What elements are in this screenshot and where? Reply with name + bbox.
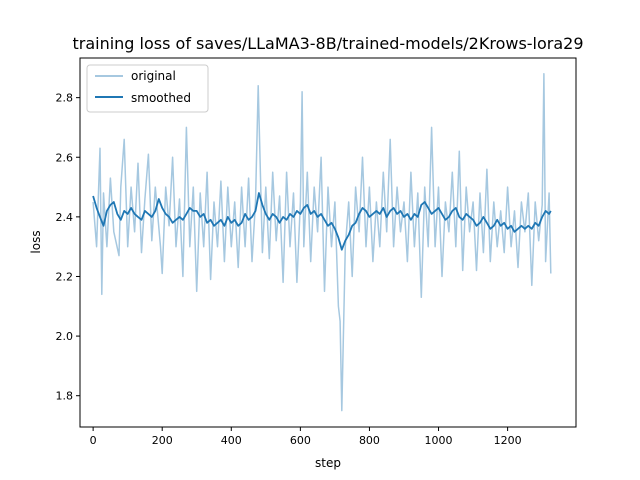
series-layer xyxy=(92,73,552,412)
x-tick-label: 1200 xyxy=(494,434,522,447)
y-tick-label: 2.8 xyxy=(56,92,74,105)
y-tick-label: 2.0 xyxy=(56,330,74,343)
y-tick-label: 1.8 xyxy=(56,390,74,403)
x-tick-label: 800 xyxy=(359,434,380,447)
y-tick-label: 2.4 xyxy=(56,211,74,224)
x-axis-label: step xyxy=(315,456,341,470)
y-tick-label: 2.2 xyxy=(56,270,74,283)
x-tick-label: 1000 xyxy=(425,434,453,447)
plot-frame xyxy=(79,57,577,428)
y-axis-label: loss xyxy=(29,230,43,253)
legend-label-smoothed: smoothed xyxy=(131,91,191,105)
x-tick-label: 200 xyxy=(152,434,173,447)
series-line-original xyxy=(92,73,552,412)
x-axis: 0 200 400 600 800 1000 1200 xyxy=(90,427,522,447)
series-line-smoothed xyxy=(92,192,552,251)
chart-title: training loss of saves/LLaMA3-8B/trained… xyxy=(72,34,583,53)
x-tick-label: 400 xyxy=(221,434,242,447)
y-axis: 1.8 2.0 2.2 2.4 2.6 2.8 xyxy=(56,92,80,403)
x-tick-label: 0 xyxy=(90,434,97,447)
legend-label-original: original xyxy=(131,69,176,83)
y-tick-label: 2.6 xyxy=(56,151,74,164)
x-tick-label: 600 xyxy=(290,434,311,447)
legend: original smoothed xyxy=(86,64,209,113)
